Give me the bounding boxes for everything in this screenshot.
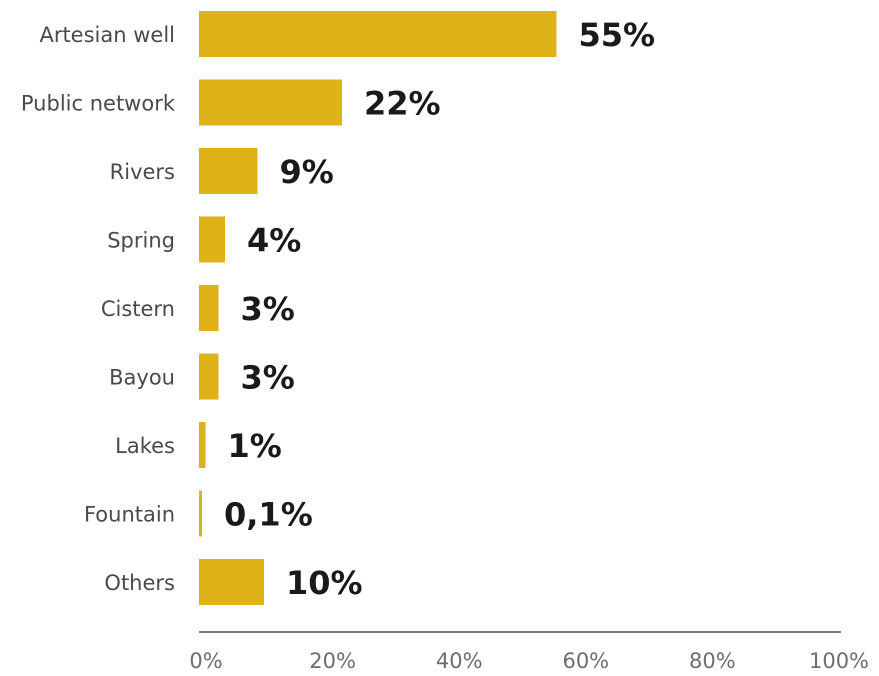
value-labels: 55% 22% 9% 4% 3% 3% 1% 0,1% 10% (224, 16, 655, 602)
category-label: Bayou (109, 366, 175, 390)
bars-layer (199, 11, 557, 605)
bar (199, 422, 206, 468)
category-labels: Artesian well Public network Rivers Spring C… (21, 23, 176, 595)
category-label: Lakes (115, 434, 175, 458)
value-label: 1% (228, 427, 282, 465)
bar (199, 216, 225, 263)
value-label: 4% (247, 222, 301, 260)
bar (199, 490, 202, 537)
value-label: 0,1% (224, 496, 313, 534)
bar (199, 285, 219, 331)
value-label: 9% (280, 153, 334, 191)
value-label: 3% (241, 290, 295, 328)
category-label: Cistern (101, 297, 175, 321)
category-label: Artesian well (39, 23, 175, 47)
x-tick-label: 0% (189, 649, 222, 673)
bar (199, 11, 557, 57)
bar (199, 148, 258, 194)
value-label: 10% (286, 564, 363, 602)
x-tick-label: 20% (309, 649, 356, 673)
bar (199, 559, 264, 605)
x-axis-tick-labels: 0% 20% 40% 60% 80% 100% (189, 649, 869, 673)
category-label: Spring (107, 229, 175, 253)
x-tick-label: 100% (809, 649, 869, 673)
value-label: 3% (241, 359, 295, 397)
category-label: Fountain (84, 503, 175, 527)
category-label: Public network (21, 92, 176, 116)
value-label: 22% (364, 85, 441, 123)
x-tick-label: 60% (562, 649, 609, 673)
x-tick-label: 80% (689, 649, 736, 673)
bar (199, 79, 342, 126)
category-label: Others (104, 571, 175, 595)
value-label: 55% (579, 16, 656, 54)
x-tick-label: 40% (436, 649, 483, 673)
category-label: Rivers (110, 160, 175, 184)
bar (199, 353, 219, 400)
